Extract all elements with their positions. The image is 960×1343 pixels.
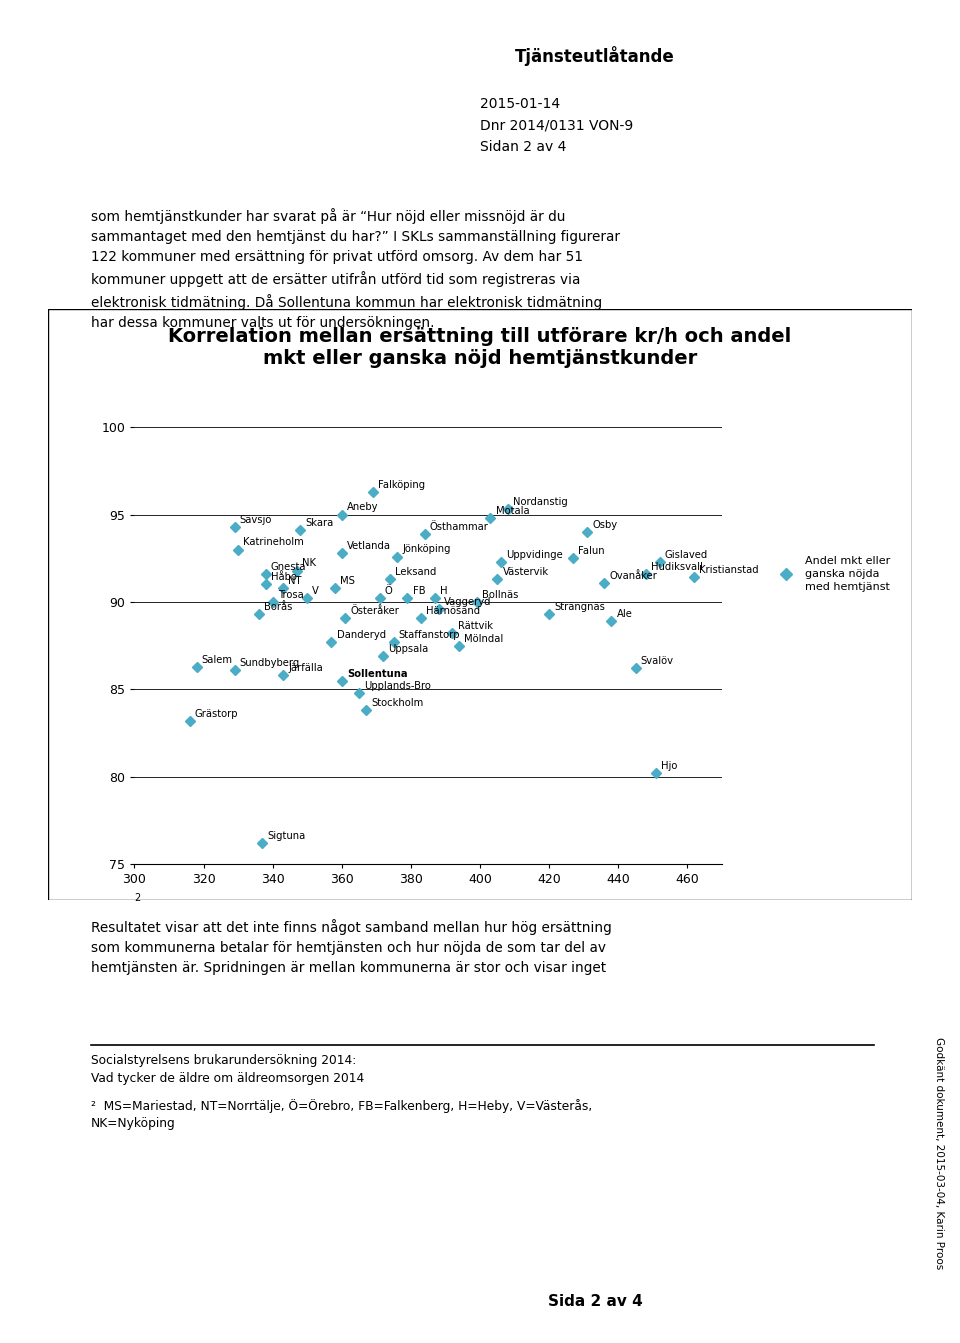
Text: Grästorp: Grästorp — [195, 709, 238, 719]
Text: Rättvik: Rättvik — [458, 622, 492, 631]
Text: Ovanåker: Ovanåker — [610, 571, 658, 580]
Text: Mölndal: Mölndal — [465, 634, 504, 643]
Text: Falköping: Falköping — [378, 479, 425, 490]
Text: Vetlanda: Vetlanda — [347, 541, 391, 551]
Text: Motala: Motala — [495, 506, 529, 516]
Text: Andel mkt eller
ganska nöjda
med hemtjänst: Andel mkt eller ganska nöjda med hemtjän… — [804, 556, 890, 592]
Text: Dnr 2014/0131 VON-9: Dnr 2014/0131 VON-9 — [480, 118, 634, 132]
Text: som hemtjänstkunder har svarat på är “Hur nöjd eller missnöjd är du
sammantaget : som hemtjänstkunder har svarat på är “Hu… — [91, 208, 620, 330]
Text: Trosa: Trosa — [277, 590, 303, 600]
Text: ²  MS=Mariestad, NT=Norrtälje, Ö=Örebro, FB=Falkenberg, H=Heby, V=Västerås,
NK=N: ² MS=Mariestad, NT=Norrtälje, Ö=Örebro, … — [91, 1099, 592, 1129]
Text: Sävsjö: Sävsjö — [240, 514, 273, 525]
Text: Aneby: Aneby — [347, 502, 378, 513]
Text: Hjo: Hjo — [661, 761, 678, 771]
Text: Tjänsteutlåtande: Tjänsteutlåtande — [516, 46, 675, 66]
Text: Uppsala: Uppsala — [389, 645, 429, 654]
Text: Håbo: Håbo — [271, 572, 297, 583]
Text: Skara: Skara — [305, 518, 334, 528]
Text: Sollentuna: Sollentuna — [347, 669, 408, 678]
Text: Leksand: Leksand — [396, 567, 437, 577]
Text: Hudiksvall: Hudiksvall — [651, 561, 703, 572]
Text: Jönköping: Jönköping — [402, 544, 451, 555]
Text: H: H — [441, 587, 447, 596]
Text: Falun: Falun — [579, 547, 605, 556]
Text: Korrelation mellan ersättning till utförare kr/h och andel
mkt eller ganska nöjd: Korrelation mellan ersättning till utför… — [168, 326, 792, 368]
Text: V: V — [312, 587, 320, 596]
Text: Strängnäs: Strängnäs — [554, 602, 605, 612]
Text: Sidan 2 av 4: Sidan 2 av 4 — [480, 140, 566, 153]
Text: Uppvidinge: Uppvidinge — [506, 549, 563, 560]
Text: Salem: Salem — [202, 654, 232, 665]
Text: Upplands-Bro: Upplands-Bro — [364, 681, 431, 690]
Text: NT: NT — [288, 576, 301, 586]
Text: Danderyd: Danderyd — [337, 630, 386, 641]
Text: Nordanstig: Nordanstig — [513, 497, 567, 508]
Text: Godkänt dokument, 2015-03-04, Karin Proos: Godkänt dokument, 2015-03-04, Karin Proo… — [934, 1037, 944, 1269]
Text: Ö: Ö — [385, 587, 393, 596]
FancyBboxPatch shape — [48, 309, 912, 900]
Text: MS: MS — [340, 576, 355, 586]
Text: FB: FB — [413, 587, 425, 596]
Text: Sundbyberg: Sundbyberg — [240, 658, 300, 667]
Text: NK: NK — [302, 559, 316, 568]
Text: Sigtuna: Sigtuna — [268, 831, 305, 841]
Text: Borås: Borås — [264, 602, 293, 612]
Text: Socialstyrelsens brukarundersökning 2014:
Vad tycker de äldre om äldreomsorgen 2: Socialstyrelsens brukarundersökning 2014… — [91, 1054, 365, 1085]
Text: Staffanstorp: Staffanstorp — [398, 630, 460, 641]
Text: Härnösand: Härnösand — [426, 606, 481, 615]
Text: Östhammar: Östhammar — [430, 521, 489, 532]
Text: Västervik: Västervik — [502, 567, 548, 577]
Text: 2: 2 — [134, 893, 141, 902]
Text: Ale: Ale — [616, 610, 633, 619]
Text: Katrineholm: Katrineholm — [243, 537, 304, 548]
Text: Stockholm: Stockholm — [372, 698, 423, 708]
Text: Resultatet visar att det inte finns något samband mellan hur hög ersättning
som : Resultatet visar att det inte finns någo… — [91, 919, 612, 975]
Text: Österåker: Österåker — [350, 606, 399, 615]
Text: Gislaved: Gislaved — [665, 549, 708, 560]
Text: Järfälla: Järfälla — [288, 663, 323, 673]
Text: Bollnäs: Bollnäs — [482, 590, 518, 600]
Text: Gnesta: Gnesta — [271, 561, 306, 572]
Text: Svalöv: Svalöv — [640, 657, 674, 666]
Text: Osby: Osby — [592, 520, 617, 530]
Text: Sida 2 av 4: Sida 2 av 4 — [548, 1295, 642, 1309]
Text: 2015-01-14: 2015-01-14 — [480, 97, 560, 110]
Text: Vaggeryd: Vaggeryd — [444, 596, 492, 607]
Text: Kristianstad: Kristianstad — [700, 565, 759, 575]
